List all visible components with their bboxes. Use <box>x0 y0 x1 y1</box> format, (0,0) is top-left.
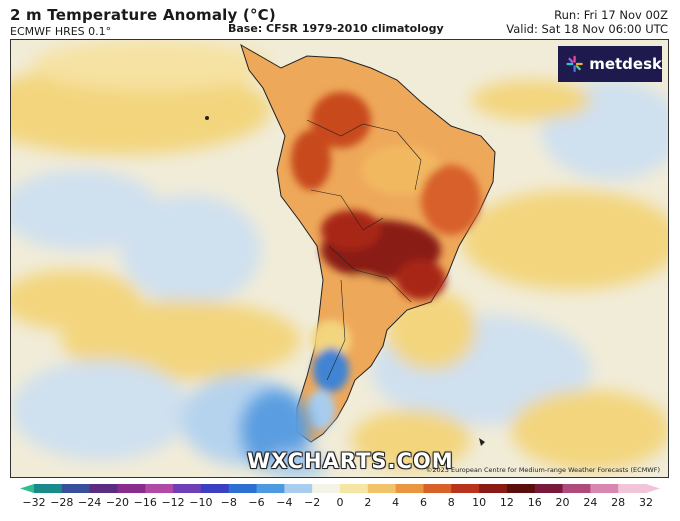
colorbar-segment <box>479 484 508 493</box>
colorbar-segment <box>61 484 91 493</box>
colorbar-tick-label: 8 <box>447 496 455 509</box>
colorbar-tick-label: −12 <box>161 496 185 509</box>
colorbar-high-arrow <box>646 484 660 493</box>
colorbar-segment <box>89 484 118 493</box>
colorbar-segment <box>312 484 341 493</box>
colorbar-tick-label: 16 <box>527 496 542 509</box>
colorbar-segment <box>562 484 591 493</box>
ecmwf-copyright: ©2023 European Centre for Medium-range W… <box>425 466 660 474</box>
colorbar-tick-label: 6 <box>419 496 427 509</box>
header-left: 2 m Temperature Anomaly (°C) ECMWF HRES … <box>10 6 276 38</box>
colorbar-tick-label: 0 <box>336 496 344 509</box>
land-anomaly-field <box>291 92 481 430</box>
colorbar-tick-label: 10 <box>472 496 487 509</box>
header-right: Run: Fri 17 Nov 00Z Valid: Sat 18 Nov 06… <box>506 8 668 36</box>
colorbar: −32 −28 −24 −20 −16 −12 −10 −8 −6 −4 −2 0 2 4 6 8 10 12 16… <box>20 484 660 516</box>
anomaly-map: metdesk WXCHARTS.COM ©2023 European Cent… <box>10 39 669 478</box>
falkland-islands <box>479 438 485 446</box>
wxcharts-watermark: WXCHARTS.COM <box>247 449 454 473</box>
valid-time-label: Valid: Sat 18 Nov 06:00 UTC <box>506 22 668 36</box>
colorbar-ticks: −32 −28 −24 −20 −16 −12 −10 −8 −6 −4 −2 0 2 4 6 8 10 12 16… <box>20 496 660 512</box>
colorbar-segment <box>423 484 452 493</box>
ocean-anomaly-field <box>11 40 668 470</box>
colorbar-segment <box>590 484 619 493</box>
colorbar-low-arrow <box>20 484 34 493</box>
colorbar-segment <box>367 484 397 493</box>
colorbar-tick-label: 28 <box>611 496 626 509</box>
colorbar-tick-label: −32 <box>22 496 46 509</box>
metdesk-logo-icon <box>566 55 583 73</box>
base-climatology-label: Base: CFSR 1979-2010 climatology <box>228 22 444 35</box>
colorbar-segment <box>284 484 313 493</box>
colorbar-segment <box>200 484 230 493</box>
map-title: 2 m Temperature Anomaly (°C) <box>10 6 276 24</box>
metdesk-badge: metdesk <box>558 46 662 82</box>
colorbar-strip <box>20 484 660 493</box>
colorbar-segment <box>173 484 202 493</box>
colorbar-segment <box>117 484 146 493</box>
cold-plume <box>241 390 326 477</box>
colorbar-segment <box>228 484 258 493</box>
colorbar-tick-label: −8 <box>220 496 237 509</box>
colorbar-tick-label: 20 <box>555 496 570 509</box>
colorbar-segment <box>256 484 285 493</box>
colorbar-tick-label: −2 <box>304 496 321 509</box>
colorbar-tick-label: −6 <box>248 496 265 509</box>
colorbar-tick-label: −16 <box>133 496 157 509</box>
colorbar-segment <box>395 484 424 493</box>
colorbar-tick-label: 4 <box>392 496 400 509</box>
colorbar-tick-label: 24 <box>583 496 598 509</box>
colorbar-segment <box>534 484 564 493</box>
colorbar-segment <box>34 484 63 493</box>
colorbar-segment <box>340 484 369 493</box>
colorbar-segment <box>451 484 480 493</box>
metdesk-label: metdesk <box>589 55 662 73</box>
galapagos-islands <box>205 116 209 120</box>
country-borders <box>306 119 422 381</box>
colorbar-tick-label: −20 <box>105 496 130 509</box>
colorbar-tick-label: −28 <box>50 496 74 509</box>
colorbar-tick-label: −4 <box>276 496 293 509</box>
map-canvas <box>11 40 668 477</box>
colorbar-tick-label: 2 <box>364 496 372 509</box>
run-time-label: Run: Fri 17 Nov 00Z <box>554 8 668 22</box>
colorbar-segment <box>506 484 536 493</box>
colorbar-tick-label: 12 <box>499 496 514 509</box>
colorbar-tick-label: −10 <box>189 496 213 509</box>
colorbar-segment <box>145 484 174 493</box>
colorbar-tick-label: −24 <box>78 496 102 509</box>
colorbar-tick-label: 32 <box>639 496 653 509</box>
colorbar-segment <box>618 484 647 493</box>
model-label: ECMWF HRES 0.1° <box>10 25 112 38</box>
